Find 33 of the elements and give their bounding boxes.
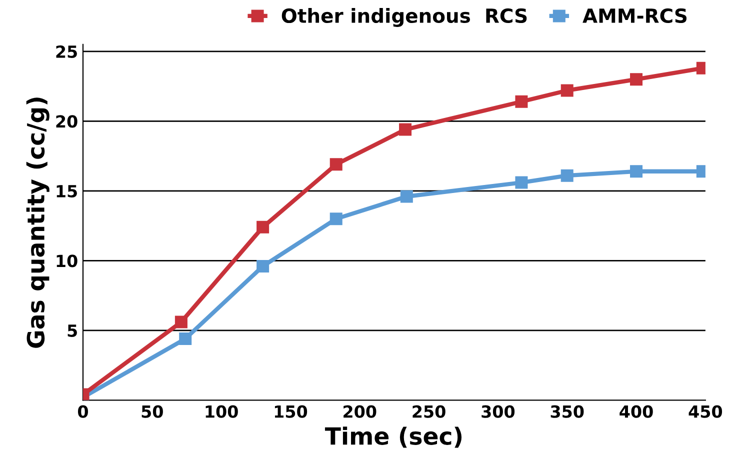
point [330,158,342,171]
y-axis-title: Gas quantity (cc/g) [26,98,50,348]
legend-label: AMM-RCS [582,8,687,24]
y-tick-label: 20 [56,115,78,128]
x-tick-label: 50 [142,405,163,418]
y-tick-label: 10 [56,254,78,268]
point [630,73,643,86]
x-tick-label: 250 [412,405,446,418]
x-tick-label: 0 [78,405,88,418]
x-tick-label: 350 [550,405,584,418]
x-tick-label: 100 [206,405,238,418]
point [560,84,574,97]
y-tick-label: 5 [68,324,77,337]
x-axis-title: Time (sec) [324,426,462,448]
point [256,220,270,234]
x-tick-label: 400 [620,405,653,418]
y-tick-label: 25 [56,45,77,58]
point [400,190,413,203]
point [179,332,192,346]
x-tick-label: 450 [688,405,722,418]
point [256,260,270,272]
point [515,176,528,189]
x-tick-label: 150 [274,405,308,418]
point [560,169,574,182]
point [630,165,643,178]
x-tick-label: 200 [344,405,376,418]
x-tick-label: 300 [482,405,515,418]
point [330,212,342,226]
point [174,316,188,328]
point [515,95,528,108]
point [399,123,412,136]
y-tick-label: 15 [56,185,77,198]
legend-label: Other indigenous RCS [282,8,527,27]
